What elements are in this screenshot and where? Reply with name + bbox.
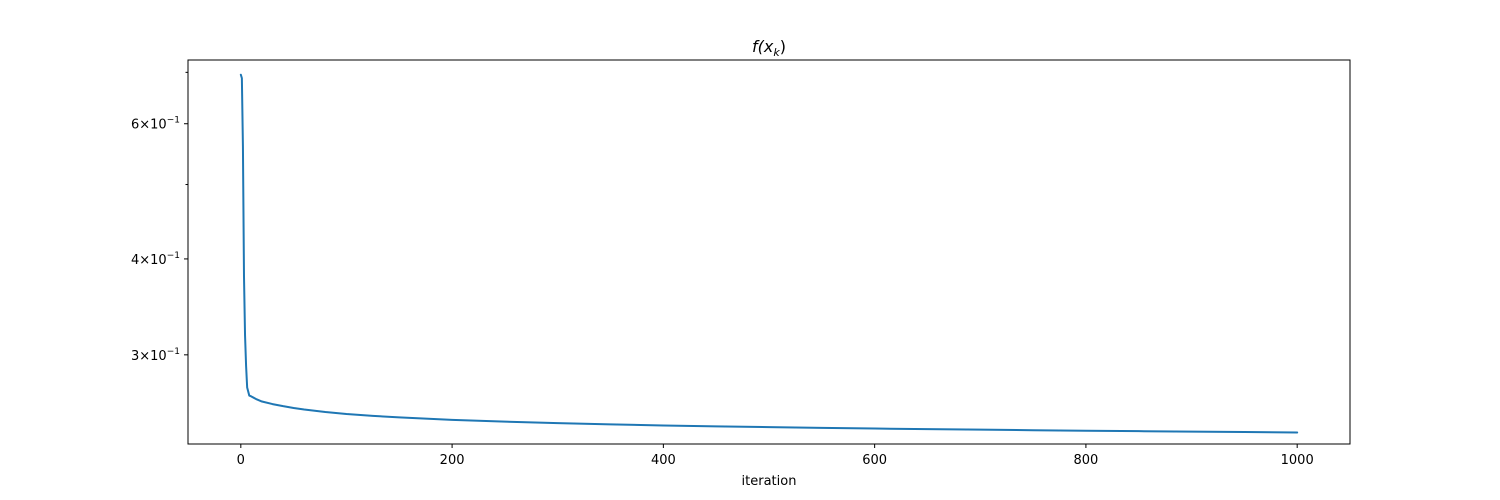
series-layer (239, 73, 1299, 434)
x-tick-label: 800 (1073, 453, 1098, 468)
x-tick-label: 600 (862, 453, 887, 468)
x-tick-label: 400 (651, 453, 676, 468)
plot-frame (187, 59, 1351, 445)
x-axis-label: iteration (742, 474, 797, 489)
x-tick-label: 1000 (1281, 453, 1314, 468)
x-axis: 0 200 400 600 800 1000 (237, 444, 1314, 468)
x-tick-label: 0 (237, 453, 245, 468)
plot-background (188, 60, 1350, 444)
series-line-0 (239, 73, 1299, 434)
y-tick-label: 4×10−1 (131, 251, 180, 268)
x-tick-label: 200 (440, 453, 465, 468)
y-tick-label: 3×10−1 (131, 347, 180, 364)
chart-title-subscript: k (773, 46, 780, 59)
y-axis: 6×10−1 4×10−1 3×10−1 (131, 71, 188, 364)
y-tick-label: 6×10−1 (131, 116, 180, 133)
chart-title-main: f(x (752, 37, 774, 56)
chart-title: f(xk) (752, 37, 786, 59)
chart-title-end: ) (780, 37, 786, 56)
